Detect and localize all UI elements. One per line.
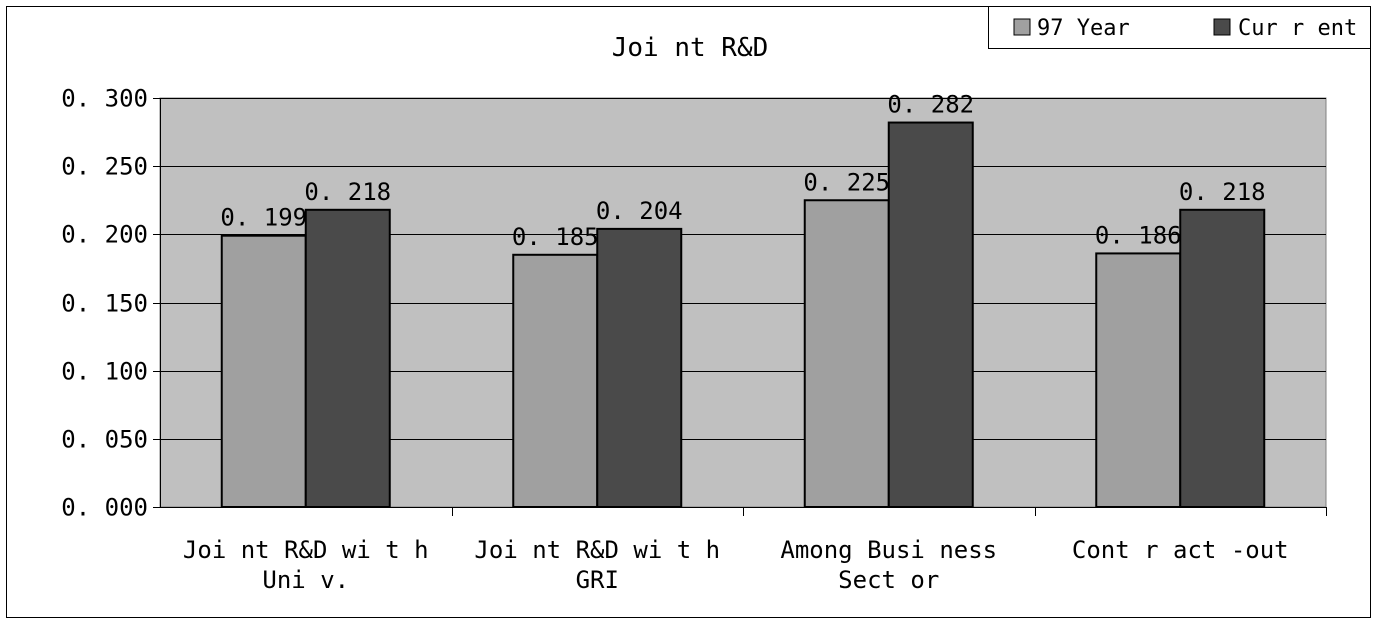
y-tick-label: 0. 000 — [61, 494, 148, 522]
x-tick-label: GRI — [576, 566, 619, 594]
bar-current — [304, 208, 391, 508]
data-label: 0. 186 — [1095, 221, 1182, 249]
chart-title: Joi nt R&D — [612, 33, 769, 63]
bar-97-year — [512, 253, 599, 508]
data-label: 0. 199 — [220, 204, 307, 232]
x-tick-label: Among Busi ness — [780, 536, 997, 564]
data-label: 0. 225 — [803, 168, 890, 196]
legend-swatch-97-year — [1013, 18, 1031, 36]
bar-current — [1179, 208, 1266, 508]
data-label: 0. 185 — [512, 223, 599, 251]
x-tick-label: Joi nt R&D wi t h — [183, 536, 429, 564]
data-label: 0. 218 — [304, 178, 391, 206]
x-tick-label: Joi nt R&D wi t h — [474, 536, 720, 564]
y-tick-label: 0. 050 — [61, 426, 148, 454]
legend-label-current: Cur r ent — [1238, 16, 1357, 41]
bar-97-year — [220, 234, 307, 509]
y-tick-label: 0. 200 — [61, 221, 148, 249]
legend: 97 Year Cur r ent — [988, 6, 1371, 49]
x-tick-label: Uni v. — [262, 566, 349, 594]
data-label: 0. 204 — [596, 197, 683, 225]
y-tick-label: 0. 100 — [61, 358, 148, 386]
bar-current — [596, 227, 683, 508]
x-tick-label: Cont r act -out — [1072, 536, 1289, 564]
legend-box — [988, 6, 1371, 49]
y-tick-label: 0. 300 — [61, 85, 148, 113]
plot-area: 0. 000 0. 050 0. 100 0. 150 0. 200 0. 250 0. 3… — [61, 85, 1327, 594]
y-tick-label: 0. 250 — [61, 153, 148, 181]
data-label: 0. 218 — [1179, 178, 1266, 206]
bar-97-year — [1095, 252, 1182, 508]
y-tick-label: 0. 150 — [61, 290, 148, 318]
legend-swatch-current — [1213, 18, 1231, 36]
legend-label-97-year: 97 Year — [1037, 16, 1130, 41]
bar-current — [887, 121, 974, 508]
bar-97-year — [803, 199, 890, 508]
x-tick-label: Sect or — [838, 566, 939, 594]
data-label: 0. 282 — [887, 91, 974, 119]
